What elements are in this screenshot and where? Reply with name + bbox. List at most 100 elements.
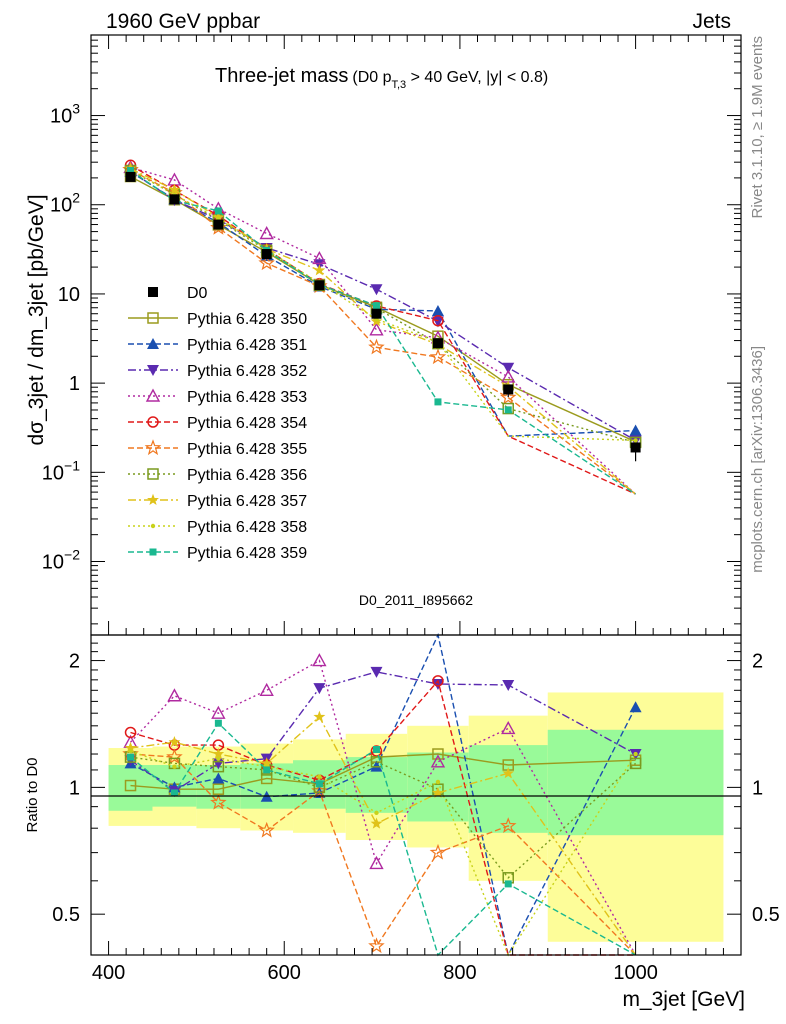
x-tick-label: 800 xyxy=(443,962,476,984)
ratio-series-marker xyxy=(211,705,226,719)
y-tick-label: 103 xyxy=(50,101,80,128)
chart-title-rest: > 40 GeV, |y| < 0.8) xyxy=(406,69,548,86)
ratio-series-line xyxy=(130,722,636,957)
series-marker xyxy=(214,207,222,215)
ratio-series-marker xyxy=(166,748,183,765)
series-marker xyxy=(504,406,512,414)
ratio-series-marker xyxy=(370,745,383,757)
chart-title: Three-jet mass (D0 pT,3 > 40 GeV, |y| < 0… xyxy=(215,65,548,91)
series-marker xyxy=(499,388,517,405)
legend-marker xyxy=(147,468,159,480)
y-tick-exponent: −1 xyxy=(64,457,80,473)
ratio-series-marker xyxy=(128,748,133,754)
ratio-axis-label: Ratio to D0 xyxy=(24,757,41,832)
ratio-series-marker xyxy=(124,779,137,792)
y-tick-label: 10−1 xyxy=(42,457,80,484)
data-marker xyxy=(213,219,224,230)
ratio-series-marker xyxy=(212,772,225,784)
chart-title-cut: (D0 p xyxy=(352,69,391,86)
ratio-series-marker xyxy=(435,779,441,785)
ratio-series-marker xyxy=(502,679,515,691)
data-marker xyxy=(371,308,382,319)
data-marker xyxy=(630,442,641,453)
ratio-series-line xyxy=(129,659,637,956)
y-tick-exponent: −2 xyxy=(64,547,80,563)
ratio-series-marker xyxy=(258,821,275,838)
series-marker xyxy=(369,322,384,336)
ratio-series-marker xyxy=(214,719,222,727)
data-marker xyxy=(125,171,136,182)
ratio-series-marker xyxy=(313,683,326,695)
series-marker xyxy=(127,167,135,175)
ratio-series-marker xyxy=(370,756,383,768)
ratio-series-marker xyxy=(315,780,323,788)
x-tick-label: 400 xyxy=(92,962,125,984)
legend-label: Pythia 6.428 350 xyxy=(187,311,307,328)
chart-title-sub: T,3 xyxy=(392,79,407,91)
ratio-plot-frame xyxy=(90,634,742,956)
legend-marker xyxy=(149,548,157,556)
legend: D0 Pythia 6.428 350 Pythia 6.428 351 Pythia… xyxy=(128,285,307,562)
ratio-series-marker xyxy=(210,793,227,810)
legend-label: Pythia 6.428 354 xyxy=(187,415,307,432)
series-marker xyxy=(312,250,327,265)
ratio-series-marker xyxy=(432,748,444,760)
ratio-series-marker xyxy=(170,789,178,797)
series-line xyxy=(130,169,636,495)
ratio-series-marker xyxy=(124,726,137,739)
y-tick-base: 10 xyxy=(42,462,64,484)
legend-marker xyxy=(147,312,159,324)
ratio-series-marker xyxy=(629,701,642,713)
y-tick-base: 10 xyxy=(58,284,80,306)
data-marker xyxy=(503,384,514,395)
series-marker xyxy=(431,304,444,316)
y-tick-base: 1 xyxy=(69,373,80,395)
ratio-tick-label: 2 xyxy=(69,651,80,673)
ratio-series-marker xyxy=(212,747,225,760)
y-tick-label: 10 xyxy=(58,284,80,306)
legend-marker xyxy=(147,338,159,349)
ratio-series-marker xyxy=(502,767,515,779)
y-tick-label: 10−2 xyxy=(42,547,80,574)
series-marker xyxy=(431,316,444,328)
series-marker xyxy=(429,348,447,365)
ratio-series-line xyxy=(130,679,636,956)
ratio-series-marker xyxy=(430,754,446,768)
legend-marker xyxy=(150,523,156,529)
y-tick-exponent: 2 xyxy=(72,190,80,206)
ratio-series-marker xyxy=(216,756,221,761)
y-axis-label: dσ_3jet / dm_3jet [pb/GeV] xyxy=(25,194,48,445)
ratio-series-group xyxy=(123,653,637,956)
legend-marker xyxy=(147,416,159,428)
data-marker xyxy=(432,338,443,349)
ratio-series-marker xyxy=(372,746,380,754)
uncertainty-band-inner xyxy=(547,729,724,836)
x-axis-label: m_3jet [GeV] xyxy=(622,988,745,1011)
ratio-series-marker xyxy=(374,810,379,816)
ratio-series-marker xyxy=(504,880,512,888)
series-marker xyxy=(502,362,515,374)
ratio-series-marker xyxy=(370,817,383,829)
legend-label: Pythia 6.428 357 xyxy=(187,493,307,510)
legend-label: Pythia 6.428 352 xyxy=(187,363,307,380)
chart-title-main: Three-jet mass xyxy=(215,65,348,87)
series-marker xyxy=(313,264,326,276)
ratio-series-marker xyxy=(633,751,638,757)
mcplots-label: mcplots.cern.ch [arXiv:1306.3436] xyxy=(749,346,766,573)
y-tick-base: 10 xyxy=(50,106,72,128)
ratio-series-group xyxy=(127,719,636,957)
series-marker xyxy=(258,254,275,271)
ratio-tick-label: 1 xyxy=(69,777,80,799)
series-marker xyxy=(259,226,274,240)
series-marker xyxy=(370,284,383,296)
y-tick-base: 10 xyxy=(42,552,64,574)
ratio-series-line xyxy=(130,753,637,956)
ratio-series-marker xyxy=(313,710,326,722)
ratio-series-marker xyxy=(501,720,516,735)
ratio-tick-label-right: 0.5 xyxy=(752,904,780,926)
legend-label: Pythia 6.428 355 xyxy=(187,441,307,458)
y-tick-label: 102 xyxy=(50,190,80,217)
ratio-tick-label: 0.5 xyxy=(52,904,80,926)
x-tick-label: 600 xyxy=(268,962,301,984)
